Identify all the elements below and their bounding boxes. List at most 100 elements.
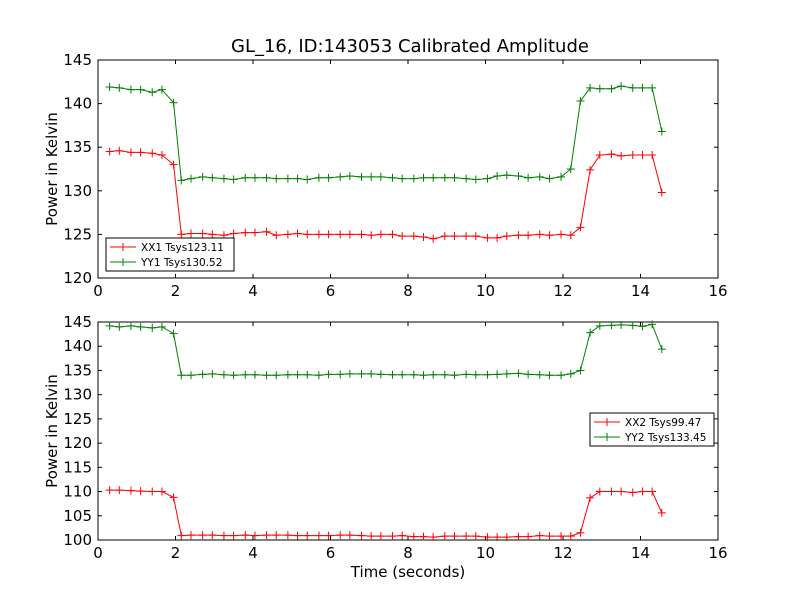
legend-label: YY1 Tsys130.52 bbox=[140, 257, 222, 269]
data-point bbox=[419, 173, 428, 182]
data-point bbox=[324, 173, 333, 182]
data-point bbox=[208, 369, 217, 378]
data-point bbox=[429, 370, 438, 379]
data-point bbox=[557, 371, 566, 380]
data-point bbox=[293, 229, 302, 238]
y-tick-label: 105 bbox=[63, 507, 92, 525]
data-point bbox=[105, 486, 114, 495]
x-tick-label: 4 bbox=[248, 544, 258, 562]
data-point bbox=[229, 229, 238, 238]
data-point bbox=[493, 171, 502, 180]
data-point bbox=[557, 230, 566, 239]
y-tick-label: 120 bbox=[63, 434, 92, 452]
data-point bbox=[429, 173, 438, 182]
data-point bbox=[440, 232, 449, 241]
data-point bbox=[483, 174, 492, 183]
data-point bbox=[187, 371, 195, 380]
legend: XX2 Tsys99.47 YY2 Tsys133.45 bbox=[589, 412, 715, 447]
data-point bbox=[471, 175, 480, 184]
data-point bbox=[345, 230, 354, 239]
data-point bbox=[557, 172, 566, 181]
data-point bbox=[462, 174, 471, 183]
data-point bbox=[208, 230, 217, 239]
legend-marker bbox=[119, 258, 127, 266]
data-point bbox=[483, 370, 492, 379]
data-point bbox=[250, 173, 259, 182]
bottom-panel: 0 2 4 6 8 10 12 14 16 100 105 110 115 120 125 130 135 140… bbox=[43, 313, 728, 581]
data-point bbox=[376, 370, 385, 379]
data-point bbox=[283, 370, 292, 379]
x-tick-label: 8 bbox=[403, 544, 413, 562]
data-point bbox=[628, 488, 637, 497]
data-point bbox=[105, 83, 114, 92]
y-tick-label: 125 bbox=[63, 225, 92, 243]
data-point bbox=[345, 171, 354, 180]
data-point bbox=[514, 231, 523, 240]
data-point bbox=[229, 531, 238, 540]
data-point bbox=[229, 371, 238, 380]
data-point bbox=[157, 487, 166, 496]
data-point bbox=[367, 369, 376, 378]
legend-label: XX1 Tsys123.11 bbox=[141, 242, 224, 254]
legend: XX1 Tsys123.11 YY1 Tsys130.52 bbox=[105, 237, 235, 272]
data-point bbox=[314, 230, 323, 239]
data-point bbox=[576, 528, 585, 537]
series-yy2 bbox=[105, 320, 666, 380]
top-panel: 0 2 4 6 8 10 12 14 16 120 125 130 135 140 145 Power in … bbox=[43, 51, 728, 300]
data-point bbox=[524, 173, 533, 182]
x-tick-label: 16 bbox=[708, 544, 727, 562]
data-point bbox=[409, 232, 418, 241]
data-point bbox=[607, 84, 616, 93]
data-point bbox=[169, 98, 178, 107]
data-point bbox=[502, 232, 511, 241]
y-axis-label: Power in Kelvin bbox=[43, 374, 61, 488]
data-point bbox=[148, 487, 157, 496]
data-point bbox=[586, 83, 595, 92]
data-point bbox=[595, 151, 604, 160]
data-point bbox=[595, 487, 604, 496]
data-point bbox=[545, 532, 554, 541]
data-point bbox=[177, 531, 186, 540]
data-point bbox=[219, 370, 228, 379]
x-tick-label: 12 bbox=[553, 544, 572, 562]
data-point bbox=[628, 151, 637, 160]
data-point bbox=[229, 175, 238, 184]
data-point bbox=[409, 174, 418, 183]
y-tick-label: 145 bbox=[63, 313, 92, 331]
data-point bbox=[462, 370, 471, 379]
legend-marker bbox=[603, 433, 611, 441]
x-tick-label: 4 bbox=[248, 282, 258, 300]
data-point bbox=[187, 174, 195, 183]
data-point bbox=[136, 85, 145, 94]
data-point bbox=[293, 531, 302, 540]
data-point bbox=[177, 371, 186, 380]
data-point bbox=[262, 371, 271, 380]
data-point bbox=[272, 174, 281, 183]
data-point bbox=[148, 323, 157, 332]
data-point bbox=[440, 532, 449, 541]
data-point bbox=[198, 172, 207, 181]
data-point bbox=[336, 172, 345, 181]
data-point bbox=[471, 532, 480, 541]
data-point bbox=[169, 160, 178, 169]
data-point bbox=[336, 370, 345, 379]
data-point bbox=[367, 532, 376, 541]
data-point bbox=[648, 320, 657, 329]
data-point bbox=[419, 532, 428, 541]
data-point bbox=[115, 146, 124, 155]
data-point bbox=[557, 532, 566, 541]
data-point bbox=[409, 532, 418, 541]
data-point bbox=[187, 531, 195, 540]
data-point bbox=[357, 369, 366, 378]
data-point bbox=[440, 173, 449, 182]
data-point bbox=[198, 531, 207, 540]
data-point bbox=[388, 230, 397, 239]
data-point bbox=[126, 486, 135, 495]
data-point bbox=[345, 531, 354, 540]
data-point bbox=[262, 173, 271, 182]
series-line bbox=[109, 85, 663, 181]
series-line bbox=[109, 489, 663, 538]
data-point bbox=[126, 321, 135, 330]
data-point bbox=[398, 370, 407, 379]
data-point bbox=[303, 531, 312, 540]
